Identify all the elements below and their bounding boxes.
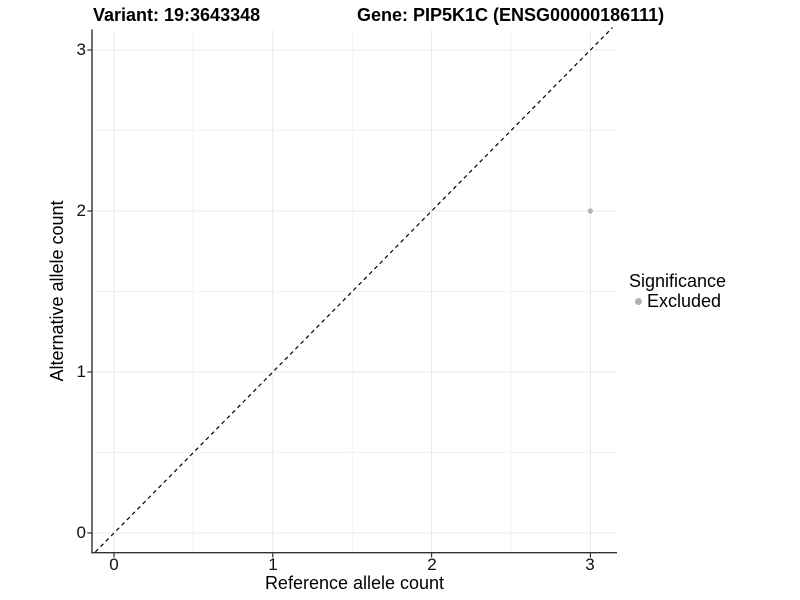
gene-title: Gene: PIP5K1C (ENSG00000186111) bbox=[357, 5, 665, 25]
grid-major bbox=[92, 30, 617, 552]
axis-lines bbox=[91, 29, 617, 554]
y-tick-label-2: 2 bbox=[76, 201, 86, 220]
points-layer bbox=[587, 208, 594, 214]
x-tick-label-1: 1 bbox=[268, 555, 278, 574]
x-axis-title: Reference allele count bbox=[264, 573, 445, 593]
legend-item-excluded: Excluded bbox=[629, 291, 726, 311]
identity-line-layer bbox=[94, 27, 614, 553]
data-point bbox=[587, 208, 594, 214]
legend: Significance Excluded bbox=[629, 271, 726, 311]
y-axis-title: Alternative allele count bbox=[47, 200, 67, 382]
y-tick-label-1: 1 bbox=[76, 362, 86, 381]
grid-minor bbox=[92, 30, 617, 552]
x-tick-label-2: 2 bbox=[427, 555, 437, 574]
legend-item-label: Excluded bbox=[647, 291, 722, 311]
identity-line bbox=[94, 27, 614, 553]
x-tick-label-0: 0 bbox=[109, 555, 119, 574]
variant-title: Variant: 19:3643348 bbox=[93, 5, 261, 25]
y-tick-label-0: 0 bbox=[76, 523, 86, 542]
legend-title: Significance bbox=[629, 271, 727, 291]
y-tick-label-3: 3 bbox=[76, 40, 86, 59]
legend-point-marker-icon bbox=[635, 297, 642, 305]
x-tick-label-3: 3 bbox=[585, 555, 595, 574]
axis-ticks bbox=[87, 49, 592, 558]
